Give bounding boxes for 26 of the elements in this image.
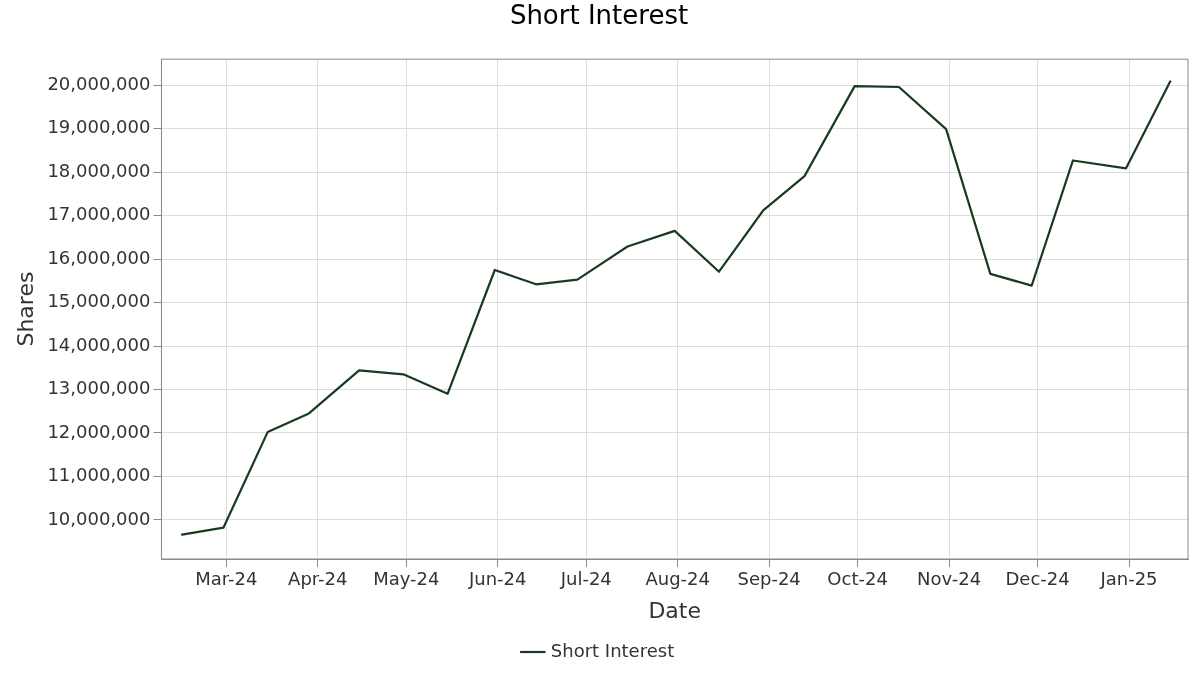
x-tick-label: Apr-24 (288, 568, 348, 590)
y-tick-label: 10,000,000 (47, 507, 151, 529)
x-tick-label: Jul-24 (559, 568, 612, 590)
y-tick-label: 12,000,000 (47, 420, 151, 442)
y-tick-label: 20,000,000 (47, 72, 151, 94)
y-tick-label: 16,000,000 (47, 246, 151, 268)
y-tick-label: 17,000,000 (47, 203, 151, 225)
legend-label: Short Interest (550, 639, 675, 661)
chart-title: Short Interest (509, 0, 689, 31)
y-tick-label: 18,000,000 (47, 159, 151, 181)
x-tick-label: Aug-24 (645, 568, 710, 590)
x-tick-label: Jun-24 (467, 568, 527, 590)
x-tick-label: Nov-24 (917, 568, 982, 590)
x-tick-label: Jan-25 (1099, 568, 1158, 590)
y-tick-label: 15,000,000 (47, 290, 151, 312)
y-tick-label: 13,000,000 (47, 377, 151, 399)
x-tick-label: May-24 (373, 568, 440, 590)
x-tick-label: Dec-24 (1005, 568, 1070, 590)
x-axis-title: Date (648, 597, 702, 623)
y-tick-label: 19,000,000 (47, 116, 151, 138)
y-axis-title: Shares (12, 271, 38, 347)
x-tick-label: Mar-24 (195, 568, 258, 590)
x-tick-label: Sep-24 (737, 568, 801, 590)
y-tick-label: 11,000,000 (47, 464, 151, 486)
y-tick-label: 14,000,000 (47, 333, 151, 355)
x-tick-label: Oct-24 (827, 568, 888, 590)
